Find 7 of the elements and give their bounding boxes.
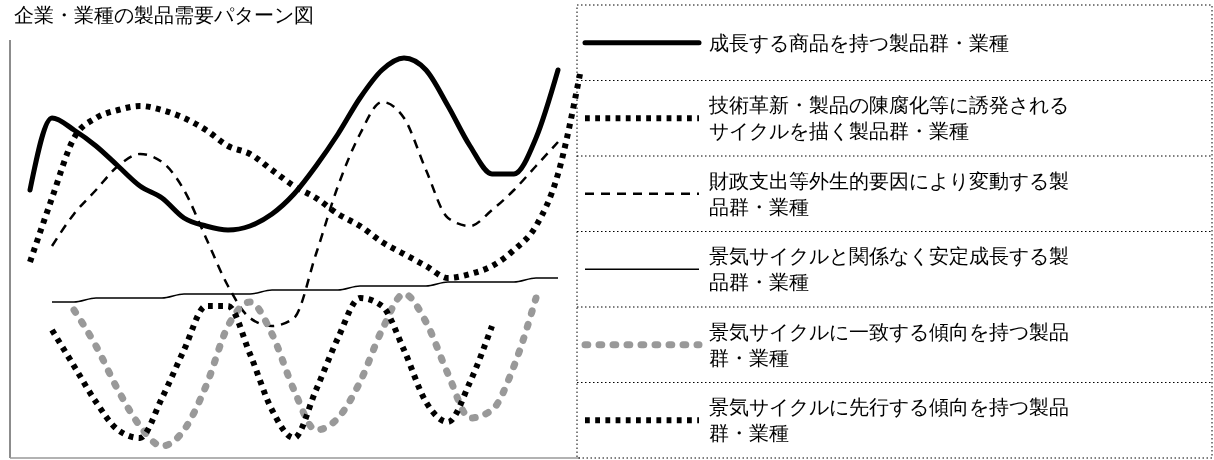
text: 景気サイクルに一致する傾向を持つ製品群・業種 — [709, 319, 1069, 370]
text: 技術革新・製品の陳腐化等に誘発されるサイクルを描く製品群・業種 — [708, 93, 1069, 144]
text: 財政支出等外生的要因により変動する製品群・業種 — [709, 168, 1069, 219]
text: 成長する商品を持つ製品群・業種 — [709, 30, 1009, 55]
text: 景気サイクルと関係なく安定成長する製品群・業種 — [709, 244, 1069, 295]
chart-title: 企業・業種の製品需要パターン図 — [14, 3, 314, 27]
text: 景気サイクルに先行する傾向を持つ製品群・業種 — [709, 395, 1069, 446]
